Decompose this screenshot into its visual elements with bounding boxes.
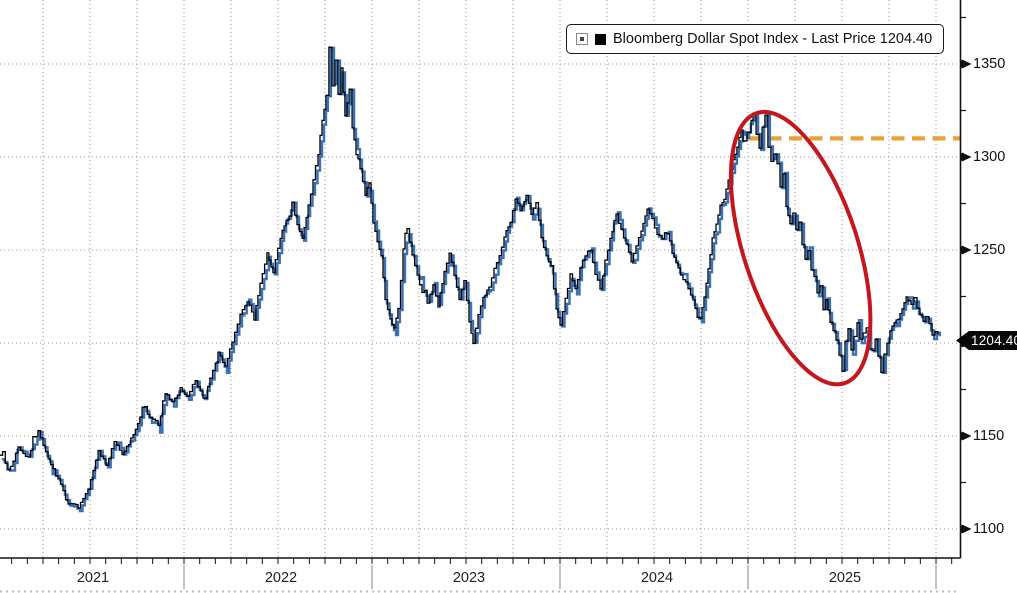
trend-ellipse-annotation — [728, 109, 873, 387]
x-axis-label-2022: 2022 — [264, 570, 298, 586]
tick-arrow-icon — [961, 525, 970, 533]
legend-label: Bloomberg Dollar Spot Index - Last Price… — [613, 31, 933, 47]
legend[interactable]: Bloomberg Dollar Spot Index - Last Price… — [566, 24, 945, 54]
tick-arrow-icon — [961, 153, 970, 161]
tick-arrow-icon — [961, 432, 970, 440]
x-axis-label-2023: 2023 — [452, 570, 486, 586]
x-axis-label-2021: 2021 — [76, 570, 110, 586]
y-axis-label-1250: 1250 — [961, 241, 1005, 259]
axes — [0, 0, 972, 589]
tick-arrow-icon — [961, 60, 970, 68]
gridlines — [0, 0, 960, 593]
series-line-black — [0, 46, 939, 509]
x-axis-label-2024: 2024 — [640, 570, 674, 586]
last-price-tag: 1204.40 — [956, 331, 1017, 350]
legend-expand-icon[interactable] — [576, 33, 588, 45]
legend-series-swatch — [595, 33, 606, 45]
tick-arrow-icon — [961, 246, 970, 254]
y-axis-label-1100: 1100 — [961, 520, 1004, 538]
y-axis-label-1300: 1300 — [961, 148, 1005, 166]
y-axis-label-1350: 1350 — [961, 55, 1005, 73]
series-line-blue — [1, 46, 942, 513]
x-axis-label-2025: 2025 — [828, 570, 862, 586]
y-axis-label-1150: 1150 — [961, 427, 1004, 445]
